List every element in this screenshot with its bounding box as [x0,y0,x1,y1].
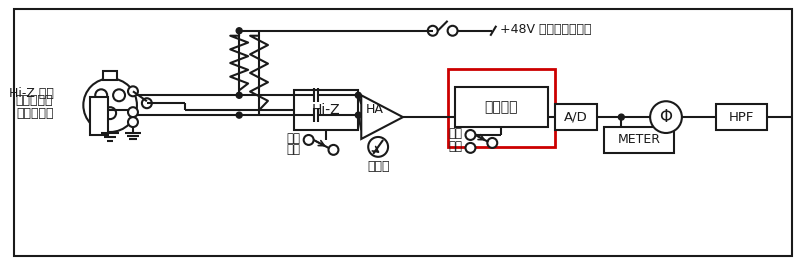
Circle shape [355,92,362,98]
Circle shape [304,135,314,145]
Text: ゲイン: ゲイン [367,160,390,173]
Circle shape [428,26,438,36]
Text: A/D: A/D [564,111,587,123]
Bar [90,97,108,135]
Text: オフ: オフ [286,143,301,156]
Text: Hi-Z イン: Hi-Z イン [9,87,54,100]
Circle shape [487,138,498,148]
Text: HA: HA [366,103,384,116]
Circle shape [142,98,152,108]
Circle shape [466,130,475,140]
Circle shape [236,28,242,34]
Circle shape [650,101,682,133]
Text: Φ: Φ [659,108,673,126]
Bar [294,90,358,130]
Circle shape [104,107,116,119]
Circle shape [618,114,624,120]
Circle shape [329,145,338,155]
Text: オン: オン [449,127,462,140]
Text: Hi-Z: Hi-Z [312,103,340,117]
Text: トランス: トランス [485,100,518,114]
Circle shape [448,26,458,36]
Bar [448,69,555,147]
Circle shape [95,89,107,101]
Text: METER: METER [618,134,661,147]
Circle shape [236,92,242,98]
Bar [555,104,597,130]
Text: オン: オン [286,132,301,145]
Bar [454,87,548,127]
Circle shape [83,78,137,132]
Text: +48V ファンタム電源: +48V ファンタム電源 [500,23,592,36]
Circle shape [236,112,242,118]
Circle shape [368,137,388,157]
Circle shape [128,86,138,96]
Text: オフ: オフ [449,140,462,153]
Bar [103,72,117,80]
Text: マイクイン: マイクイン [15,94,53,107]
Circle shape [128,107,138,117]
Circle shape [113,89,125,101]
Text: HPF: HPF [729,111,754,123]
Text: ラインイン: ラインイン [16,107,54,120]
Bar [605,127,674,153]
Bar [716,104,767,130]
Polygon shape [362,95,403,139]
Circle shape [355,112,362,118]
Circle shape [466,143,475,153]
Circle shape [128,117,138,127]
